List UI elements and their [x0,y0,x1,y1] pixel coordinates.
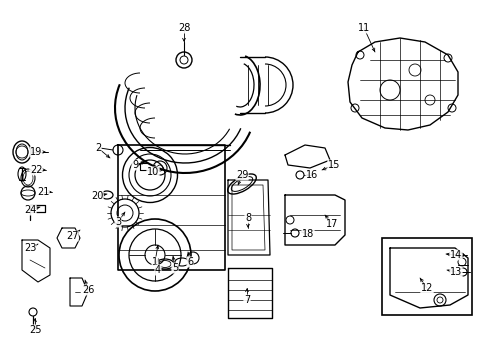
Text: 15: 15 [328,160,340,170]
Text: 12: 12 [421,283,433,293]
Text: 5: 5 [172,263,178,273]
Text: 17: 17 [326,219,338,229]
Text: 26: 26 [82,285,94,295]
Text: 8: 8 [245,213,251,223]
Text: 27: 27 [66,231,78,241]
Text: 28: 28 [178,23,190,33]
Text: 29: 29 [236,170,248,180]
Text: 1: 1 [152,257,158,267]
Text: 13: 13 [450,267,462,277]
Bar [382,238,472,315]
Text: 23: 23 [24,243,36,253]
Text: 22: 22 [30,165,42,175]
Text: 11: 11 [358,23,370,33]
Text: 18: 18 [302,229,314,239]
Text: 20: 20 [91,191,103,201]
Text: 2: 2 [95,143,101,153]
Text: 16: 16 [306,170,318,180]
Text: 6: 6 [187,257,193,267]
Text: 3: 3 [115,217,121,227]
Text: 25: 25 [29,325,41,335]
Text: 21: 21 [37,187,49,197]
Text: 10: 10 [147,167,159,177]
Text: 24: 24 [24,205,36,215]
Text: 19: 19 [30,147,42,157]
Text: 7: 7 [244,295,250,305]
Text: 14: 14 [450,250,462,260]
Text: 4: 4 [155,265,161,275]
Text: 9: 9 [132,160,138,170]
